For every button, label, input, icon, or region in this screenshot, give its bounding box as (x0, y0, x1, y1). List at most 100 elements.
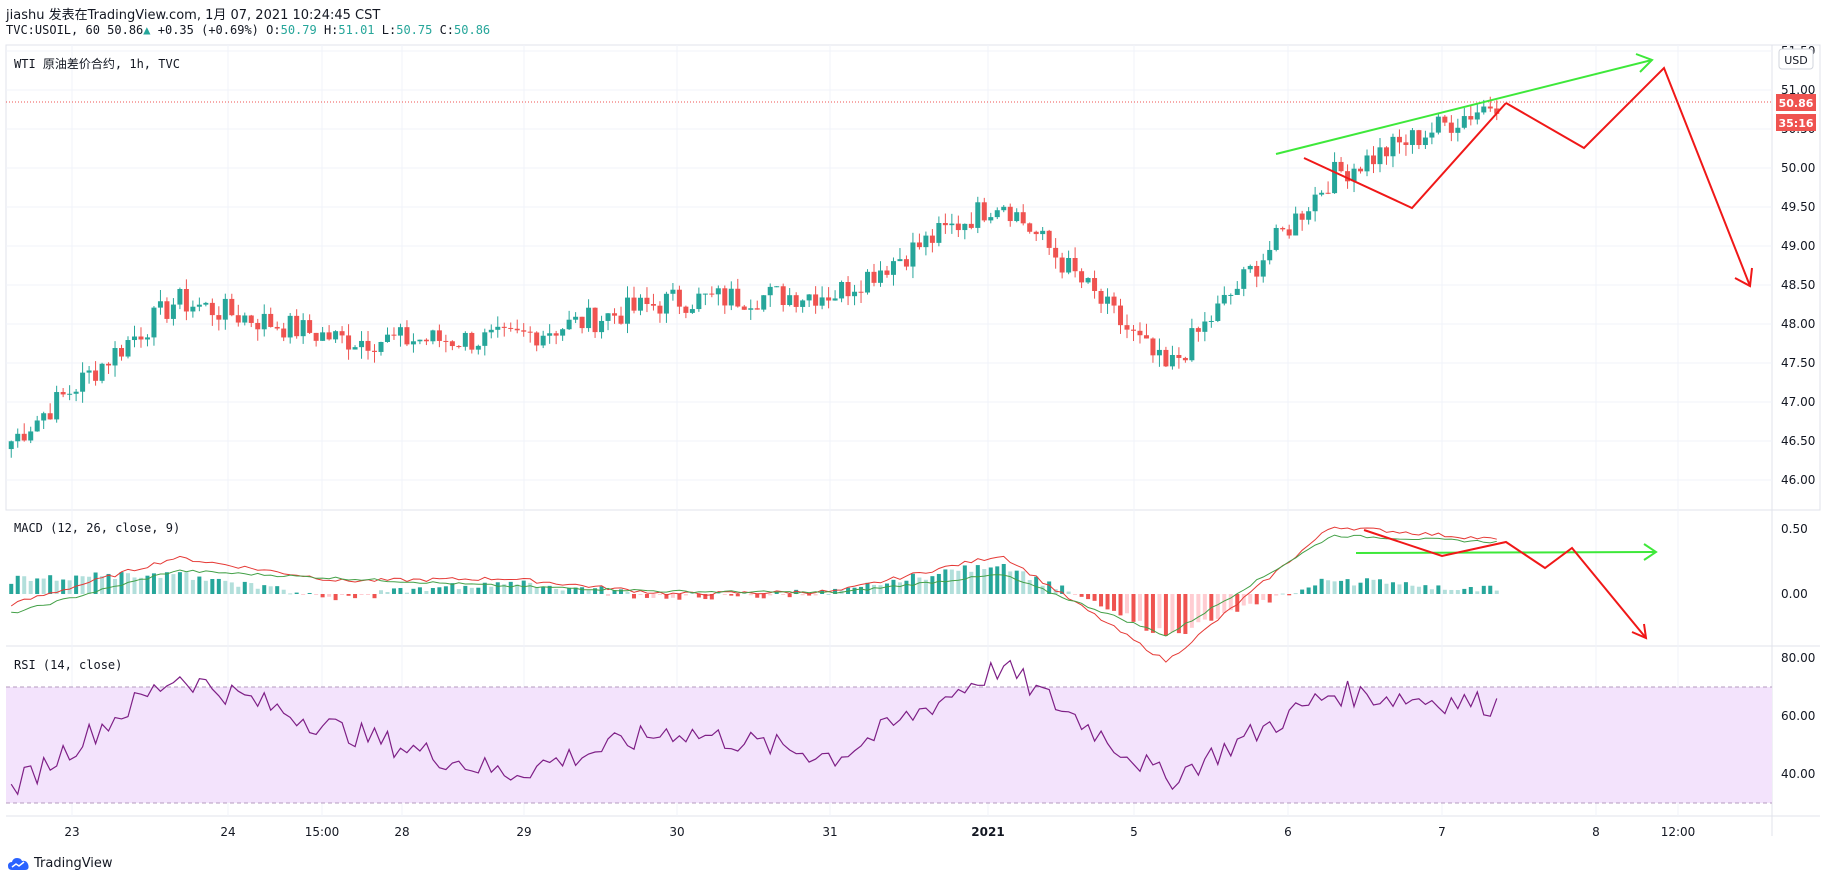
macd-bar (119, 572, 124, 594)
tradingview-logo[interactable]: TradingView (8, 856, 113, 871)
candle-body (1092, 278, 1098, 292)
macd-bar (242, 581, 247, 594)
candle-body (962, 223, 968, 231)
macd-bar (670, 594, 675, 598)
macd-bar (625, 591, 630, 594)
macd-bar (1390, 582, 1395, 594)
macd-bar (1040, 585, 1045, 594)
macd-bar (67, 580, 72, 594)
macd-bar (709, 594, 714, 600)
rsi-tick-label: 40.00 (1781, 767, 1815, 781)
macd-bar (391, 588, 396, 594)
candle-body (15, 433, 21, 442)
macd-bar (1475, 591, 1480, 594)
price-tick-label: 48.50 (1781, 278, 1815, 292)
macd-pane-title: MACD (12, 26, close, 9) (14, 521, 181, 535)
candle-body (527, 331, 533, 333)
macd-bar (87, 576, 92, 594)
candle-body (170, 304, 176, 319)
macd-bar (1073, 594, 1078, 595)
candle-body (819, 297, 825, 306)
candle-body (339, 331, 345, 336)
candle-body (430, 330, 436, 342)
countdown-badge (1776, 114, 1816, 131)
red-macd-path (1363, 529, 1647, 639)
currency-badge[interactable] (1778, 48, 1814, 70)
macd-bar (1423, 585, 1428, 594)
candle-body (1468, 116, 1474, 120)
macd-bar (1014, 570, 1019, 594)
macd-bar (398, 588, 403, 594)
candle-body (793, 295, 799, 307)
candle-body (1280, 227, 1286, 230)
candle-body (975, 202, 981, 228)
candle-body (1228, 294, 1234, 296)
candle-body (897, 259, 903, 262)
candle-body (287, 315, 293, 338)
candle-body (28, 431, 34, 441)
candle-body (443, 340, 449, 342)
candle-body (715, 288, 721, 295)
candle-body (196, 304, 202, 307)
macd-bar (768, 594, 773, 596)
candle-body (1189, 328, 1195, 361)
macd-bar (22, 576, 27, 594)
macd-bar (975, 565, 980, 594)
price-tick-label: 46.50 (1781, 434, 1815, 448)
candle-body (177, 289, 183, 305)
macd-bar (696, 594, 701, 598)
macd-bar (476, 587, 481, 594)
macd-bar (1481, 585, 1486, 594)
candle-body (365, 340, 371, 351)
macd-bar (852, 587, 857, 594)
macd-bar (593, 588, 598, 594)
macd-bar (644, 594, 649, 598)
macd-bar (314, 594, 319, 595)
macd-bar (1144, 594, 1149, 631)
price-pane-title: WTI 原油差价合约, 1h, TVC (14, 57, 180, 71)
brand-name: TradingView (34, 856, 113, 871)
macd-bar (1377, 579, 1382, 594)
candle-body (1312, 194, 1318, 212)
red-flag-pattern (1303, 102, 1507, 210)
macd-bar (878, 585, 883, 594)
macd-histogram (9, 563, 1499, 636)
macd-bar (1099, 594, 1104, 607)
candle-body (709, 293, 715, 295)
macd-bar (93, 572, 98, 594)
cloud-icon (8, 857, 29, 870)
price-tick-label: 49.50 (1781, 200, 1815, 214)
candle-body (1118, 305, 1124, 326)
macd-bar (430, 588, 435, 594)
candle-body (1286, 229, 1292, 236)
macd-bar (262, 585, 267, 594)
candle-body (372, 350, 378, 352)
macd-bar (126, 573, 131, 594)
candle-body (501, 326, 507, 328)
candle-body (657, 305, 663, 314)
time-tick-label: 15:00 (305, 825, 340, 839)
macd-bar (638, 594, 643, 596)
candle-body (916, 242, 922, 248)
macd-bar (1235, 594, 1240, 612)
macd-bar (80, 576, 85, 594)
candle-body (1111, 296, 1117, 306)
annotations (1275, 53, 1753, 640)
candle-body (1221, 294, 1227, 304)
candle-body (1163, 349, 1169, 367)
candle-body (1020, 212, 1026, 224)
macd-bar (872, 584, 877, 594)
macd-bar (229, 582, 234, 594)
macd-bar (1494, 590, 1499, 594)
macd-bar (956, 570, 961, 594)
candle-body (1273, 227, 1279, 250)
macd-bar (450, 583, 455, 594)
macd-tick-label: 0.50 (1781, 522, 1808, 536)
candle-body (612, 313, 618, 316)
high-value: 51.01 (338, 23, 375, 37)
candle-body (404, 327, 410, 345)
candle-body (508, 327, 514, 329)
candle-body (397, 327, 403, 336)
macd-bar (28, 580, 33, 594)
